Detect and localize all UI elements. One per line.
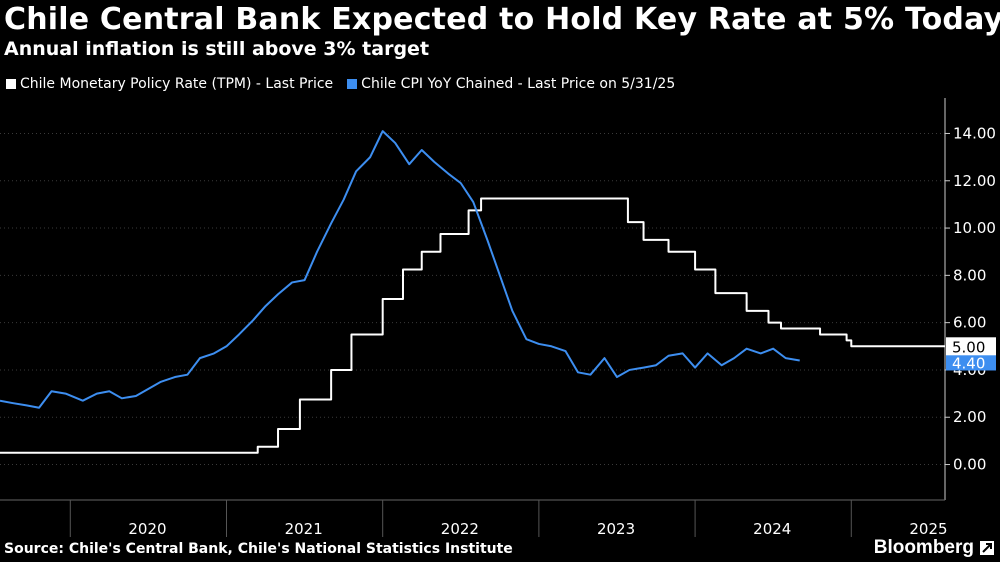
last-value-box-cpi (946, 353, 996, 371)
y-tick-label: 2.00 (953, 408, 986, 426)
series-line-tpm (0, 197, 945, 454)
y-tick-label: 12.00 (953, 172, 996, 190)
last-value-box-tpm (946, 337, 996, 356)
y-tick-label: 6.00 (953, 314, 986, 332)
y-tick-label: 8.00 (953, 266, 986, 284)
last-value-label-tpm: 5.00 (952, 338, 985, 356)
legend-item-cpi: Chile CPI YoY Chained - Last Price on 5/… (347, 76, 675, 92)
y-tick-label: 0.00 (953, 456, 986, 474)
source-note: Source: Chile's Central Bank, Chile's Na… (4, 541, 513, 557)
series-line-cpi (0, 130, 800, 409)
x-tick-label: 2025 (909, 520, 947, 538)
legend-label-tpm: Chile Monetary Policy Rate (TPM) - Last … (20, 76, 334, 92)
legend-label-cpi: Chile CPI YoY Chained - Last Price on 5/… (361, 76, 676, 92)
brand-name: Bloomberg (873, 537, 974, 558)
last-value-label-cpi: 4.40 (952, 354, 985, 372)
x-tick-label: 2023 (597, 520, 635, 538)
legend: Chile Monetary Policy Rate (TPM) - Last … (6, 76, 675, 92)
bloomberg-logo-icon (980, 541, 994, 555)
legend-item-tpm: Chile Monetary Policy Rate (TPM) - Last … (6, 76, 333, 92)
x-tick-label: 2024 (753, 520, 791, 538)
y-tick-label: 14.00 (953, 124, 996, 142)
x-tick-label: 2020 (128, 520, 166, 538)
chart-subtitle: Annual inflation is still above 3% targe… (4, 38, 430, 60)
legend-swatch-cpi (347, 79, 358, 89)
y-tick-label: 10.00 (953, 219, 996, 237)
x-tick-label: 2021 (285, 520, 323, 538)
x-tick-label: 2022 (441, 520, 479, 538)
chart-title: Chile Central Bank Expected to Hold Key … (4, 2, 1000, 37)
legend-swatch-tpm (6, 79, 16, 89)
